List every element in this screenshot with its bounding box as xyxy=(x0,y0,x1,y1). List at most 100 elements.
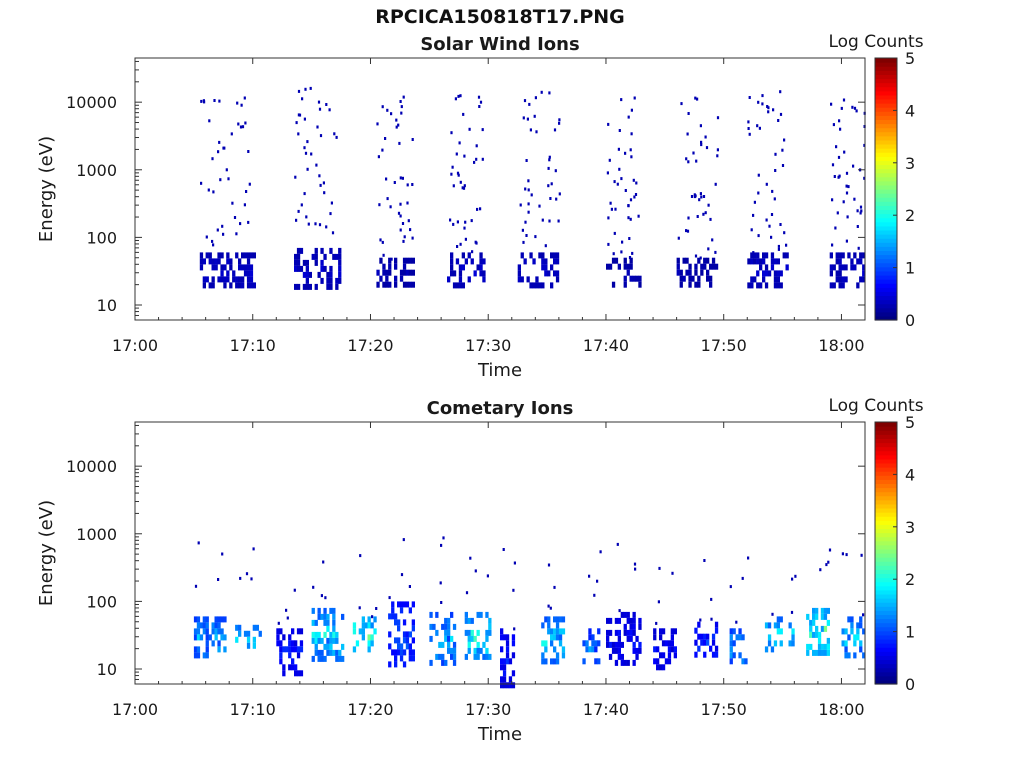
spectrogram-cell xyxy=(588,628,592,635)
x-tick-label: 17:00 xyxy=(112,700,158,719)
spectrogram-cell xyxy=(296,247,301,254)
spectrogram-cell xyxy=(358,628,362,635)
colorbar-swatch xyxy=(875,287,897,292)
spectrogram-cell xyxy=(661,652,666,659)
spectrogram-cell xyxy=(299,640,304,647)
count-dot xyxy=(777,247,780,251)
spectrogram-cell xyxy=(558,634,563,641)
colorbar-label: Log Counts xyxy=(828,32,923,52)
spectrogram-cell xyxy=(432,623,436,630)
spectrogram-cell xyxy=(606,635,610,642)
spectrogram-cell xyxy=(597,628,601,635)
count-dot xyxy=(699,618,702,622)
spectrogram-cell xyxy=(823,625,828,632)
count-dot xyxy=(548,158,551,162)
spectrogram-cell xyxy=(193,634,198,641)
colorbar-swatch xyxy=(875,655,897,661)
count-dot xyxy=(217,578,220,581)
spectrogram-cell xyxy=(220,634,224,641)
count-dot xyxy=(464,220,467,224)
spectrogram-cell xyxy=(788,640,792,647)
spectrogram-cell xyxy=(706,633,710,640)
spectrogram-cell xyxy=(841,282,845,289)
count-dot xyxy=(527,202,530,206)
colorbar-swatch xyxy=(875,483,897,489)
count-dot xyxy=(450,172,453,176)
spectrogram-cell xyxy=(738,652,742,659)
spectrogram-cell xyxy=(464,258,468,265)
x-tick-label: 17:20 xyxy=(347,336,393,355)
spectrogram-cell xyxy=(305,283,309,290)
spectrogram-cell xyxy=(541,252,545,259)
spectrogram-cell xyxy=(450,264,454,271)
spectrogram-cell xyxy=(202,616,206,623)
spectrogram-cell xyxy=(635,275,639,282)
spectrogram-cell xyxy=(252,642,256,649)
count-dot xyxy=(851,105,854,109)
count-dot xyxy=(554,169,557,173)
spectrogram-cell xyxy=(193,652,198,659)
colorbar-swatch xyxy=(875,221,897,227)
spectrogram-cell xyxy=(441,659,445,666)
spectrogram-cell xyxy=(329,631,333,638)
spectrogram-cell xyxy=(452,641,457,648)
colorbar-swatch xyxy=(875,184,897,190)
spectrogram-cell xyxy=(820,649,825,656)
spectrogram-cell xyxy=(700,633,704,640)
burst xyxy=(541,563,566,665)
spectrogram-cell xyxy=(394,281,398,288)
spectrogram-cell xyxy=(397,643,401,650)
spectrogram-cell xyxy=(470,635,474,642)
spectrogram-cell xyxy=(388,631,392,638)
spectrogram-cell xyxy=(732,628,736,635)
spectrogram-cell xyxy=(508,682,513,689)
spectrogram-cell xyxy=(332,253,336,260)
spectrogram-cell xyxy=(697,275,701,282)
spectrogram-cell xyxy=(246,636,251,643)
spectrogram-cell xyxy=(853,652,857,659)
count-dot xyxy=(607,122,610,126)
spectrogram-cell xyxy=(479,270,483,277)
spectrogram-cell xyxy=(673,652,677,659)
spectrogram-cell xyxy=(697,257,701,264)
spectrogram-cell xyxy=(553,258,557,265)
count-dot xyxy=(322,181,325,185)
spectrogram-cell xyxy=(844,640,848,647)
count-dot xyxy=(216,228,219,232)
spectrogram-cell xyxy=(361,622,365,629)
spectrogram-cell xyxy=(323,619,327,626)
spectrogram-cell xyxy=(211,258,215,265)
spectrogram-cell xyxy=(817,631,822,638)
spectrogram-cell xyxy=(447,635,451,642)
count-dot xyxy=(236,101,239,105)
spectrogram-cell xyxy=(632,629,636,636)
spectrogram-cell xyxy=(399,607,404,614)
burst xyxy=(276,588,304,677)
colorbar-swatch xyxy=(875,630,897,636)
count-dot xyxy=(535,130,538,134)
spectrogram-cell xyxy=(764,622,769,629)
spectrogram-cell xyxy=(461,282,465,289)
spectrogram-cell xyxy=(211,282,215,289)
spectrogram-cell xyxy=(246,282,251,289)
count-dot xyxy=(704,135,707,139)
count-dot xyxy=(241,125,245,129)
spectrogram-cell xyxy=(826,607,830,614)
spectrogram-cell xyxy=(311,619,315,626)
count-dot xyxy=(735,620,738,624)
spectrogram-cell xyxy=(638,281,642,288)
count-dot xyxy=(831,198,834,202)
spectrogram-cell xyxy=(196,616,201,623)
spectrogram-cell xyxy=(288,652,292,659)
spectrogram-cell xyxy=(711,639,716,646)
spectrogram-cell xyxy=(547,270,551,277)
spectrogram-cell xyxy=(294,253,298,260)
colorbar-swatch xyxy=(875,491,897,497)
count-dot xyxy=(378,203,381,207)
count-dot xyxy=(306,140,309,144)
count-dot xyxy=(457,94,460,98)
colorbar-swatch xyxy=(875,606,897,611)
burst xyxy=(606,96,642,288)
spectrogram-cell xyxy=(502,676,507,683)
colorbar-swatch xyxy=(875,299,897,305)
